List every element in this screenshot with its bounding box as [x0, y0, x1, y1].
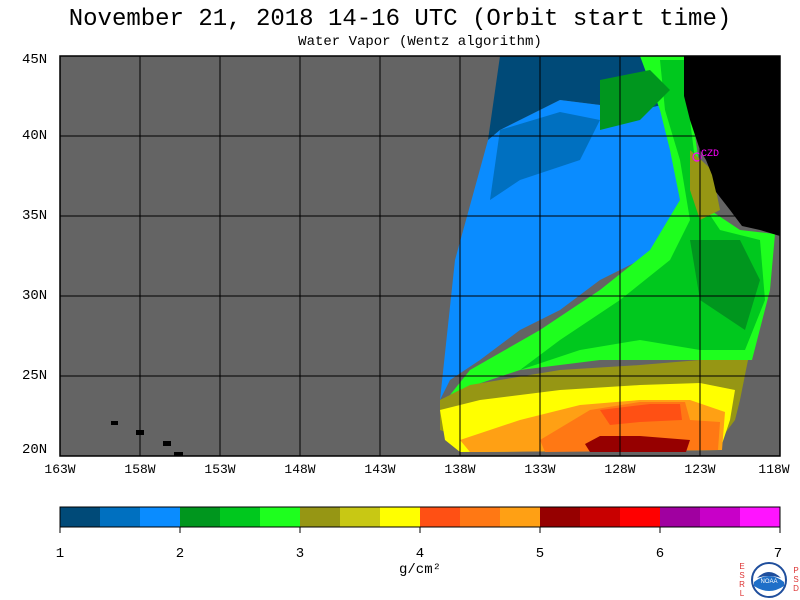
colorbar-segment: [540, 507, 580, 527]
colorbar-segment: [140, 507, 180, 527]
colorbar-segment: [60, 507, 100, 527]
colorbar-segment: [220, 507, 260, 527]
lat-label-45n: 45N: [22, 52, 48, 68]
lon-label-128w: 128W: [604, 462, 636, 477]
colorbar-segment: [380, 507, 420, 527]
noaa-emblem-icon: NOAA: [751, 562, 787, 598]
lon-label-153w: 153W: [204, 462, 236, 477]
colorbar-segment: [580, 507, 620, 527]
colorbar-segment: [180, 507, 220, 527]
colorbar-unit: g/cm²: [398, 562, 441, 578]
colorbar-tick-4: 4: [415, 546, 425, 562]
lon-label-163w: 163W: [44, 462, 76, 477]
lon-label-143w: 143W: [364, 462, 396, 477]
lon-label-123w: 123W: [684, 462, 716, 477]
colorbar: [59, 506, 781, 533]
lon-label-148w: 148W: [284, 462, 316, 477]
page-title: November 21, 2018 14-16 UTC (Orbit start…: [68, 6, 732, 33]
lon-label-133w: 133W: [524, 462, 556, 477]
colorbar-tick-3: 3: [295, 546, 305, 562]
lat-label-25n: 25N: [22, 368, 48, 384]
lat-label-35n: 35N: [22, 208, 48, 224]
lat-label-40n: 40N: [22, 128, 48, 144]
colorbar-segment: [100, 507, 140, 527]
colorbar-segment: [500, 507, 540, 527]
colorbar-tick-1: 1: [55, 546, 65, 562]
station-label: CZD: [701, 149, 719, 160]
lon-label-138w: 138W: [444, 462, 476, 477]
colorbar-tick-7: 7: [773, 546, 783, 562]
colorbar-segment: [340, 507, 380, 527]
map-border: [59, 55, 781, 457]
lon-label-118w: 118W: [758, 462, 790, 477]
colorbar-tick-2: 2: [175, 546, 185, 562]
colorbar-segment: [260, 507, 300, 527]
colorbar-segment: [700, 507, 740, 527]
data-swath: [440, 56, 775, 452]
colorbar-segment: [740, 507, 780, 527]
land-mass: [684, 56, 780, 236]
lon-label-158w: 158W: [124, 462, 156, 477]
map-grid: [60, 56, 780, 456]
page-subtitle: Water Vapor (Wentz algorithm): [298, 34, 542, 50]
lat-label-20n: 20N: [22, 442, 48, 458]
colorbar-segment: [660, 507, 700, 527]
colorbar-segment: [420, 507, 460, 527]
svg-text:NOAA: NOAA: [760, 579, 777, 585]
colorbar-segment: [460, 507, 500, 527]
colorbar-segment: [620, 507, 660, 527]
colorbar-tick-6: 6: [655, 546, 665, 562]
colorbar-tick-5: 5: [535, 546, 545, 562]
colorbar-segment: [300, 507, 340, 527]
lat-label-30n: 30N: [22, 288, 48, 304]
station-marker: CZD: [692, 149, 719, 162]
